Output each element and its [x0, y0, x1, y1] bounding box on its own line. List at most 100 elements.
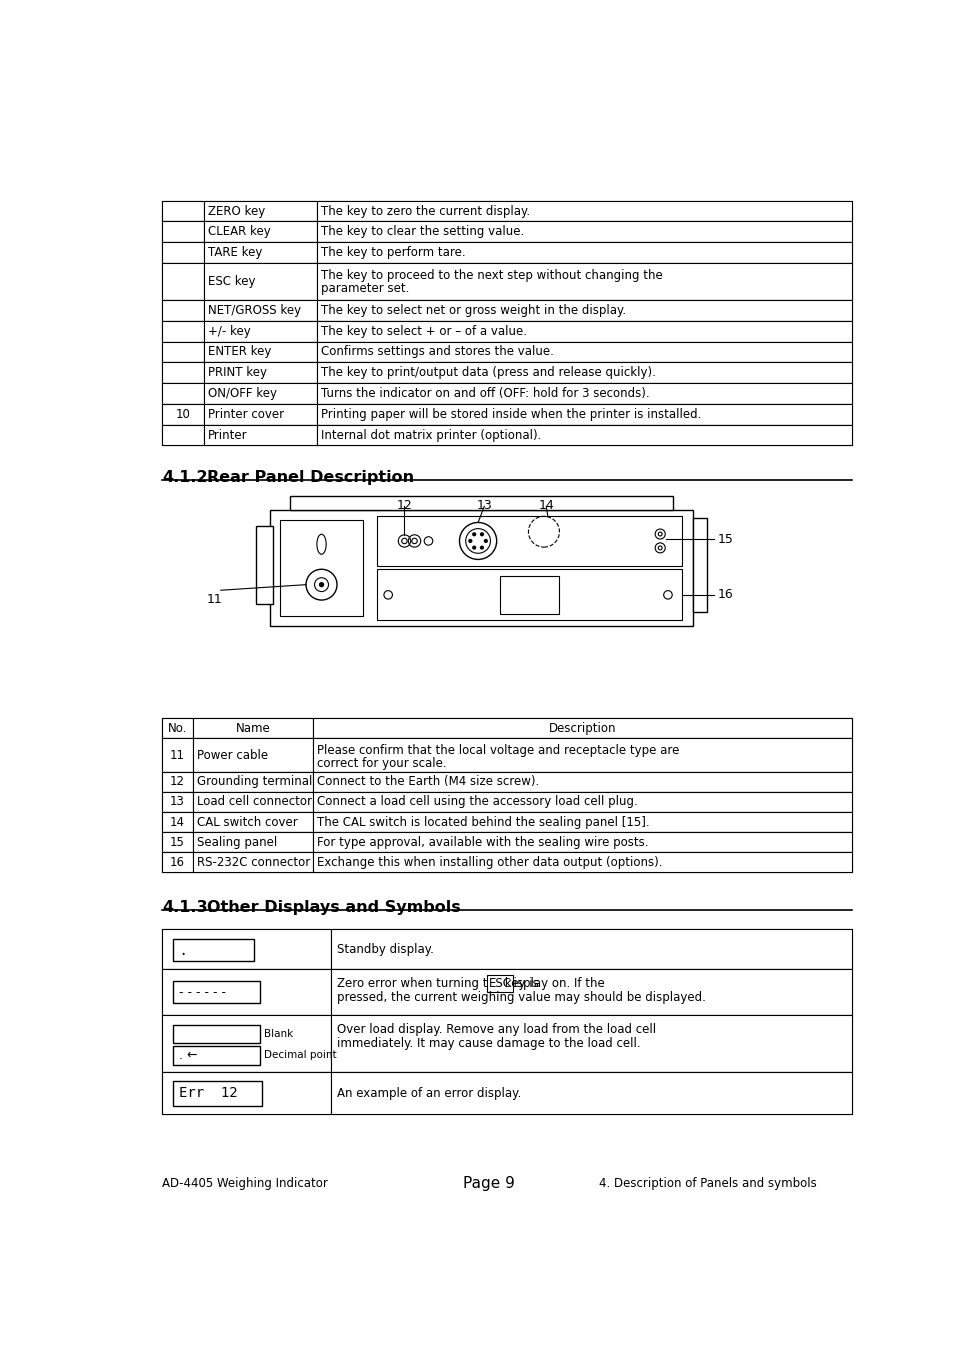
Text: Please confirm that the local voltage and receptacle type are: Please confirm that the local voltage an…	[316, 744, 679, 758]
Text: parameter set.: parameter set.	[320, 282, 409, 296]
Text: Decimal point: Decimal point	[264, 1050, 336, 1061]
Text: immediately. It may cause damage to the load cell.: immediately. It may cause damage to the …	[336, 1036, 640, 1050]
Text: TARE key: TARE key	[208, 246, 262, 259]
Bar	[162, 929, 851, 969]
Circle shape	[484, 539, 487, 542]
Text: The key to proceed to the next step without changing the: The key to proceed to the next step with…	[320, 269, 661, 282]
Text: ENTER key: ENTER key	[208, 346, 272, 358]
Bar	[692, 517, 706, 612]
Bar	[162, 929, 331, 969]
Bar	[162, 771, 193, 792]
Bar	[162, 200, 204, 222]
Bar	[162, 424, 204, 446]
Text: 12: 12	[170, 775, 185, 789]
Bar	[162, 832, 851, 852]
Bar	[316, 200, 851, 222]
Text: 13: 13	[476, 499, 492, 512]
Bar	[162, 719, 193, 738]
Text: Internal dot matrix printer (optional).: Internal dot matrix printer (optional).	[320, 428, 540, 442]
Bar	[193, 719, 313, 738]
Bar	[162, 222, 204, 242]
Bar	[162, 1073, 331, 1113]
Text: Over load display. Remove any load from the load cell: Over load display. Remove any load from …	[336, 1023, 656, 1036]
Bar	[204, 300, 316, 320]
Bar	[204, 342, 316, 362]
Text: 14: 14	[170, 816, 185, 828]
Bar	[162, 242, 851, 263]
Text: correct for your scale.: correct for your scale.	[316, 758, 446, 770]
Bar	[316, 300, 851, 320]
Circle shape	[480, 532, 483, 536]
Bar	[204, 242, 316, 263]
Text: 16: 16	[170, 855, 185, 869]
Text: Printer cover: Printer cover	[208, 408, 284, 420]
Bar	[162, 362, 851, 384]
Bar	[316, 384, 851, 404]
Bar	[162, 424, 851, 446]
Bar	[162, 738, 193, 771]
Bar	[162, 792, 193, 812]
Bar	[204, 404, 316, 424]
Text: 14: 14	[537, 499, 554, 512]
Text: Printer: Printer	[208, 428, 248, 442]
Bar	[172, 1046, 259, 1065]
Bar	[313, 812, 851, 832]
Text: The key to select + or – of a value.: The key to select + or – of a value.	[320, 324, 526, 338]
Bar	[172, 939, 253, 961]
Text: Blank: Blank	[264, 1028, 294, 1039]
Bar	[162, 812, 851, 832]
Text: Page 9: Page 9	[462, 1177, 515, 1192]
Bar	[193, 738, 313, 771]
Bar	[256, 526, 274, 604]
Bar	[162, 320, 851, 342]
Bar	[331, 969, 851, 1016]
Bar	[204, 384, 316, 404]
Bar	[162, 300, 204, 320]
Text: PRINT key: PRINT key	[208, 366, 267, 380]
Bar	[162, 242, 204, 263]
Text: Confirms settings and stores the value.: Confirms settings and stores the value.	[320, 346, 553, 358]
Bar	[316, 362, 851, 384]
Bar	[316, 424, 851, 446]
Bar	[162, 404, 204, 424]
Text: CLEAR key: CLEAR key	[208, 226, 271, 238]
Bar	[172, 981, 259, 1002]
Text: The key to print/output data (press and release quickly).: The key to print/output data (press and …	[320, 366, 655, 380]
Text: .: .	[180, 940, 186, 959]
Text: 4.1.3.: 4.1.3.	[162, 900, 213, 915]
Text: 10: 10	[175, 408, 191, 420]
Bar	[331, 1073, 851, 1113]
Text: Name: Name	[235, 721, 270, 735]
Bar	[162, 384, 851, 404]
Bar	[290, 496, 673, 511]
Text: Power cable: Power cable	[196, 748, 268, 762]
Bar	[204, 263, 316, 300]
Bar	[162, 1016, 331, 1073]
Bar	[313, 852, 851, 871]
Bar	[162, 832, 193, 852]
Bar	[162, 1073, 851, 1113]
Text: ESC: ESC	[488, 977, 511, 990]
Bar	[162, 300, 851, 320]
Text: An example of an error display.: An example of an error display.	[336, 1086, 520, 1100]
Bar	[313, 719, 851, 738]
Bar	[162, 719, 851, 738]
Text: ESC key: ESC key	[208, 276, 255, 288]
Bar	[377, 570, 681, 620]
Text: Turns the indicator on and off (OFF: hold for 3 seconds).: Turns the indicator on and off (OFF: hol…	[320, 386, 649, 400]
Bar	[204, 320, 316, 342]
Text: Connect to the Earth (M4 size screw).: Connect to the Earth (M4 size screw).	[316, 775, 538, 789]
Bar	[162, 969, 331, 1016]
Bar	[162, 771, 851, 792]
Bar	[377, 516, 681, 566]
Text: 13: 13	[170, 796, 185, 808]
Text: 12: 12	[396, 499, 412, 512]
Bar	[162, 263, 204, 300]
Circle shape	[473, 532, 476, 536]
Text: Printing paper will be stored inside when the printer is installed.: Printing paper will be stored inside whe…	[320, 408, 700, 420]
Text: Exchange this when installing other data output (options).: Exchange this when installing other data…	[316, 855, 661, 869]
Bar	[316, 320, 851, 342]
Bar	[316, 263, 851, 300]
Text: Load cell connector: Load cell connector	[196, 796, 312, 808]
Bar	[162, 384, 204, 404]
